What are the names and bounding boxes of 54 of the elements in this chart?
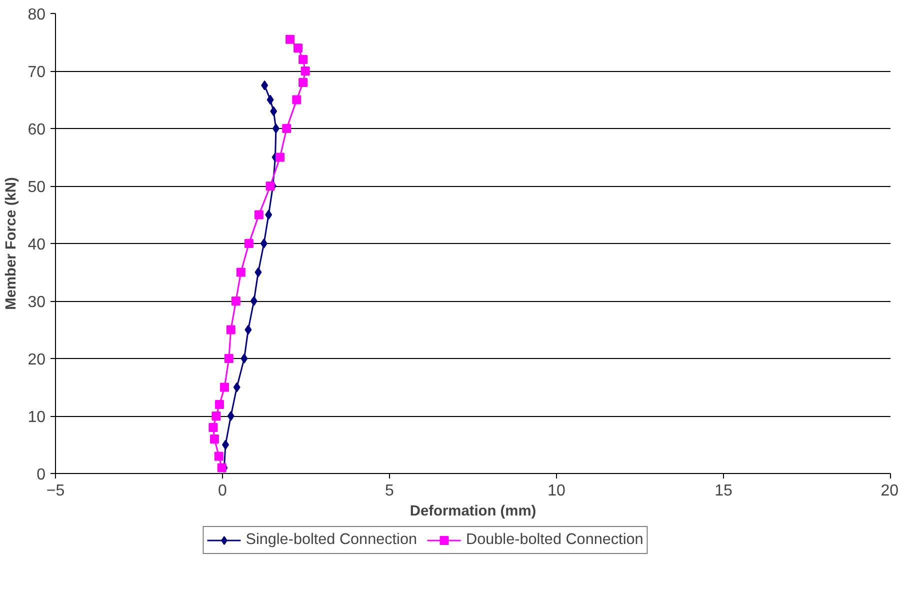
point <box>240 354 248 364</box>
y-tick-label: 80 <box>28 6 46 24</box>
point <box>224 354 234 363</box>
point <box>236 268 246 277</box>
point <box>244 239 254 248</box>
y-tick-label: 0 <box>36 466 46 484</box>
point <box>233 382 240 392</box>
y-tick-label: 60 <box>28 122 46 138</box>
point <box>250 296 258 306</box>
y-tick-label: 50 <box>28 179 46 196</box>
point <box>254 210 264 220</box>
y-tick-label: 20 <box>28 352 46 368</box>
point <box>226 325 236 334</box>
y-tick-label: 10 <box>28 409 46 426</box>
x-tick-label: −5 <box>46 482 65 500</box>
point <box>260 238 268 248</box>
point <box>231 296 240 306</box>
point <box>214 400 224 409</box>
y-tick-label: 40 <box>28 236 46 254</box>
x-tick-label: 20 <box>880 482 899 500</box>
y-tick-label: 70 <box>28 64 46 81</box>
legend-label: Single-bolted Connection <box>246 531 418 549</box>
point <box>265 210 272 220</box>
legend-label: Double-bolted Connection <box>466 531 644 549</box>
point <box>298 55 308 64</box>
point <box>275 152 284 162</box>
x-tick-label: 10 <box>548 482 566 500</box>
y-axis-title: Member Force (kN) <box>4 177 20 310</box>
point <box>261 80 268 90</box>
x-axis-title: Deformation (mm) <box>410 504 536 520</box>
point <box>220 382 230 392</box>
point <box>217 463 226 472</box>
x-tick-label: 0 <box>218 482 228 500</box>
x-tick-label: 15 <box>714 482 732 500</box>
point <box>270 106 278 116</box>
x-tick-label: 5 <box>385 482 394 500</box>
point <box>272 124 280 134</box>
point <box>285 34 294 44</box>
point <box>214 452 224 461</box>
point <box>300 66 310 76</box>
point <box>244 324 252 335</box>
point <box>254 267 262 278</box>
y-tick-label: 30 <box>28 294 46 311</box>
point <box>227 411 234 421</box>
point <box>208 423 218 432</box>
point <box>298 78 308 87</box>
point <box>212 412 221 420</box>
point <box>293 44 302 52</box>
point <box>292 95 302 104</box>
point <box>282 124 292 133</box>
point <box>266 94 274 105</box>
point <box>266 182 275 190</box>
point <box>222 440 230 450</box>
point <box>210 434 219 444</box>
